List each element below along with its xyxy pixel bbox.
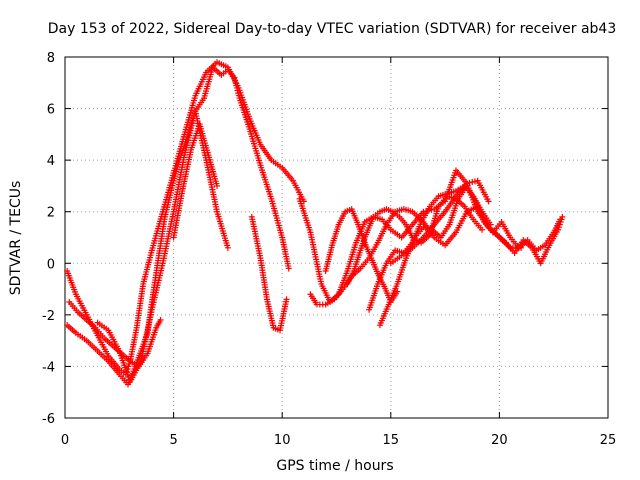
y-tick-label: 4 [47,154,55,169]
x-tick-label: 20 [491,433,508,448]
y-tick-label: 2 [47,206,55,221]
y-tick-label: -4 [42,360,55,375]
data-point [224,244,231,251]
data-point [157,317,164,324]
data-point [479,226,486,233]
data-point [394,288,401,295]
y-tick-label: -6 [42,412,55,427]
grid-lines [65,57,608,418]
data-point [463,180,470,187]
x-tick-label: 25 [600,433,617,448]
series-arc3 [66,298,164,370]
plot-frame [64,56,609,419]
x-tick-label: 0 [61,433,69,448]
series-arc5 [170,121,221,241]
data-point [466,179,473,186]
series-arc14 [485,213,566,267]
data-point [283,296,290,303]
data-point [214,182,221,189]
data-point [428,206,435,213]
x-tick-label: 15 [383,433,400,448]
data-point [471,178,478,185]
y-tick-label: 6 [47,103,55,118]
y-tick-label: 0 [47,257,55,272]
data-point [485,198,492,205]
data-point [285,265,292,272]
chart-title: Day 153 of 2022, Sidereal Day-to-day VTE… [48,21,617,37]
data-points [64,59,566,388]
axis-ticks: 0 5 10 15 20 25 -6 -4 -2 0 2 4 6 8 [42,51,616,448]
series-arc7 [296,167,525,305]
series-arc6 [248,213,290,334]
x-axis-label: GPS time / hours [276,458,393,474]
y-axis-label: SDTVAR / TECUs [8,181,24,296]
series-arc13 [387,177,492,267]
data-point [559,213,566,220]
series-arc1 [64,59,307,378]
y-tick-label: -2 [42,309,55,324]
y-tick-label: 8 [47,51,55,66]
series-arc4 [94,108,231,385]
x-tick-label: 5 [169,433,177,448]
series-arc2 [64,64,292,388]
data-point [469,179,476,186]
x-tick-label: 10 [274,433,291,448]
